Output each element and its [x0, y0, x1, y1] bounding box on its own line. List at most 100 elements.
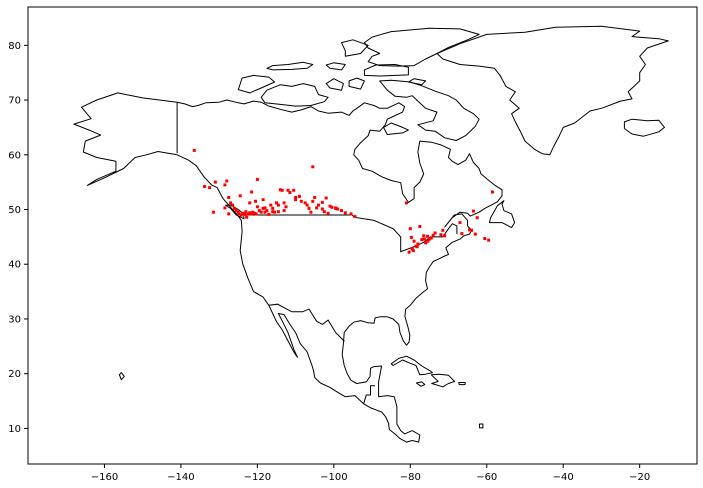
data-point [491, 190, 494, 194]
x-tick-label: −100 [320, 472, 347, 483]
data-point [309, 210, 313, 214]
x-tick-label: −140 [167, 472, 194, 483]
data-point [254, 199, 257, 203]
data-point [429, 236, 433, 240]
data-point [307, 206, 311, 210]
data-point [261, 198, 265, 202]
data-point [257, 209, 261, 213]
data-point [311, 165, 315, 169]
data-point [223, 183, 227, 187]
data-point [483, 237, 487, 240]
data-point [263, 206, 267, 210]
data-point [243, 212, 247, 216]
y-tick-label: 80 [8, 41, 21, 52]
data-point [254, 212, 258, 216]
data-point [303, 201, 307, 205]
x-tick-label: −20 [629, 472, 650, 483]
data-point [227, 212, 231, 216]
greenland-outline [436, 25, 669, 156]
data-point [468, 228, 471, 232]
data-point [297, 194, 301, 198]
data-point [278, 188, 282, 192]
data-point [410, 247, 414, 251]
hispaniola-outline [430, 373, 456, 388]
data-point [334, 206, 338, 210]
banks-island-outline [237, 74, 276, 94]
data-point [244, 210, 248, 214]
data-point [288, 191, 292, 194]
data-point [271, 210, 275, 214]
data-point [263, 210, 267, 214]
data-point [280, 188, 284, 192]
data-point [433, 231, 437, 235]
data-point [353, 215, 357, 219]
data-point [227, 196, 231, 199]
melville-island-outline [266, 61, 314, 71]
axel-heiberg-island-outline [341, 39, 369, 57]
trinidad-outline [479, 423, 484, 429]
data-point [238, 194, 242, 198]
prince-of-wales-island-outline [325, 78, 344, 91]
data-point [470, 228, 473, 232]
plot-frame [27, 6, 698, 465]
data-point [276, 210, 280, 214]
data-point [317, 203, 320, 207]
data-point [426, 239, 430, 243]
data-point [443, 234, 447, 238]
data-point [259, 210, 263, 214]
data-point [275, 201, 278, 205]
data-point [255, 205, 259, 209]
data-point [265, 209, 269, 213]
baffin-channel-island-outline [407, 78, 427, 86]
data-point [192, 148, 196, 152]
data-point [340, 209, 343, 213]
data-point [422, 234, 426, 238]
data-point [223, 206, 227, 210]
data-point [328, 204, 332, 208]
x-tick-label: −120 [244, 472, 271, 483]
data-point [439, 233, 443, 237]
data-point [313, 196, 317, 199]
data-point [292, 188, 296, 192]
x-axis: −160 −140 −120 −100 −80 −60 −40 −20 [91, 464, 650, 483]
data-point [282, 209, 286, 213]
victoria-island-outline [260, 83, 329, 107]
data-point [248, 201, 252, 205]
x-tick-label: −40 [553, 472, 574, 483]
y-tick-label: 60 [8, 150, 21, 161]
data-point [249, 212, 253, 216]
y-tick-label: 30 [8, 314, 21, 325]
data-point [487, 238, 491, 242]
data-point [431, 233, 435, 237]
y-axis: 10 20 30 40 50 60 70 80 [8, 41, 28, 435]
data-points [192, 148, 494, 254]
data-point [213, 180, 217, 184]
y-tick-label: 10 [8, 424, 21, 435]
data-point [286, 188, 290, 192]
data-point [416, 242, 420, 246]
data-point [320, 200, 324, 204]
data-point [241, 211, 245, 215]
data-point [415, 245, 419, 249]
x-tick-label: −160 [91, 472, 118, 483]
data-point [460, 232, 464, 236]
data-point [311, 199, 315, 203]
data-point [232, 206, 236, 210]
ellesmere-island-outline [363, 27, 480, 67]
data-point [273, 210, 277, 214]
devon-island-outline [363, 64, 409, 77]
x-tick-label: −80 [400, 472, 421, 483]
data-point [203, 185, 207, 188]
data-point [282, 201, 286, 205]
data-point [225, 179, 229, 183]
data-point [422, 237, 426, 241]
data-point [294, 198, 298, 202]
data-point [471, 209, 475, 213]
data-point [315, 206, 319, 210]
bathurst-island-outline [325, 62, 346, 71]
data-point [424, 241, 428, 245]
us-mexico-border [268, 303, 345, 342]
data-point [211, 210, 215, 214]
data-point [324, 196, 328, 200]
cuba-outline [390, 355, 433, 376]
